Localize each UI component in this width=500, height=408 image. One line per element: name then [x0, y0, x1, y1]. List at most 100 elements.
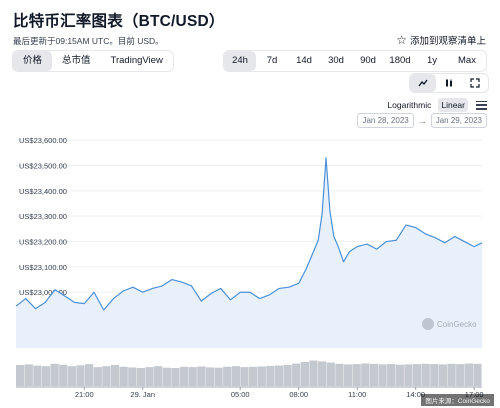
x-tick-label: 08:00 — [289, 390, 308, 399]
volume-bar — [136, 368, 146, 386]
y-tick-label: US$23,300.00 — [19, 212, 67, 221]
coingecko-watermark: CoinGecko — [422, 318, 477, 330]
volume-bar — [41, 366, 51, 386]
range-14d[interactable]: 14d — [296, 55, 312, 66]
volume-bar — [24, 364, 33, 386]
volume-bar — [352, 364, 361, 386]
last-updated-text: 最后更新于09:15AM UTC。目前 USD。 — [13, 36, 164, 46]
x-tick-label: 05:00 — [231, 390, 250, 399]
volume-bar — [343, 364, 353, 386]
range-90d[interactable]: 90d — [360, 55, 376, 66]
expand-icon — [470, 78, 480, 88]
range-7d[interactable]: 7d — [266, 55, 278, 66]
volume-bar — [179, 366, 189, 386]
date-from-input[interactable]: Jan 28, 2023 — [357, 113, 414, 128]
price-area-fill — [16, 157, 482, 348]
range-30d[interactable]: 30d — [328, 55, 344, 66]
range-max[interactable]: Max — [458, 55, 476, 66]
y-tick-label: US$23,100.00 — [19, 263, 67, 272]
volume-bar — [50, 363, 59, 386]
y-tick-label: US$23,500.00 — [19, 161, 67, 170]
volume-bar — [412, 364, 422, 386]
y-tick-label: US$23,600.00 — [19, 136, 67, 145]
volume-bar — [119, 366, 128, 386]
volume-bar — [430, 364, 439, 386]
range-24h[interactable]: 24h — [224, 51, 256, 71]
volume-bar — [33, 365, 42, 386]
scale-toggle: Logarithmic Linear — [384, 98, 487, 112]
volume-bar — [67, 366, 77, 386]
y-tick-label: US$23,000.00 — [19, 288, 67, 297]
volume-bar — [438, 364, 448, 386]
volume-bar — [456, 364, 465, 386]
price-chart-svg: US$23,600.00 US$23,500.00 US$23,400.00 US$2… — [15, 136, 484, 399]
x-tick-label: 29. Jan — [130, 390, 155, 399]
candlestick-button[interactable] — [436, 74, 462, 92]
x-tick-label: 21:00 — [75, 390, 94, 399]
star-icon: ☆ — [396, 33, 407, 47]
tab-market-cap[interactable]: 总市值 — [62, 55, 91, 66]
range-1y[interactable]: 1y — [426, 55, 438, 66]
volume-bar — [266, 365, 275, 386]
chart-type-selector — [409, 73, 489, 93]
volume-bar — [145, 367, 154, 386]
volume-bar — [205, 367, 215, 386]
volume-bar — [154, 366, 163, 386]
volume-bar — [197, 366, 206, 386]
volume-bar — [257, 366, 266, 386]
price-chart[interactable]: US$23,600.00 US$23,500.00 US$23,400.00 US$2… — [0, 130, 500, 408]
image-attribution: 图片来源：CoinGecko — [421, 394, 494, 406]
scale-logarithmic[interactable]: Logarithmic — [387, 100, 432, 110]
volume-bar — [335, 363, 344, 386]
add-to-watchlist-link[interactable]: ☆ 添加到观察清单上 — [396, 33, 486, 47]
arrow-right-icon: → — [417, 115, 427, 126]
line-chart-button[interactable] — [410, 74, 436, 92]
volume-bar — [231, 366, 240, 386]
tab-tradingview[interactable]: TradingView — [110, 55, 163, 66]
hamburger-menu-icon[interactable] — [476, 100, 487, 110]
volume-bar — [300, 362, 310, 386]
volume-bar — [361, 363, 370, 386]
volume-bar — [326, 362, 335, 386]
scale-linear[interactable]: Linear — [438, 98, 468, 112]
gecko-logo-icon — [422, 318, 434, 330]
volume-bar — [59, 364, 68, 386]
volume-bar — [162, 367, 171, 386]
volume-bar — [309, 360, 318, 386]
volume-bar — [274, 365, 284, 386]
tab-price[interactable]: 价格 — [13, 51, 53, 71]
volume-bar — [76, 365, 85, 386]
volume-bar — [249, 366, 258, 386]
volume-bar — [387, 364, 396, 386]
watermark-text: CoinGecko — [437, 320, 477, 329]
volume-bar — [292, 363, 301, 386]
watchlist-label: 添加到观察清单上 — [409, 36, 486, 47]
volume-bar — [464, 363, 473, 386]
volume-bar — [283, 365, 292, 386]
volume-bar — [378, 364, 387, 386]
date-to-input[interactable]: Jan 29, 2023 — [430, 113, 487, 128]
volume-bar — [240, 367, 249, 386]
volume-bar — [188, 367, 197, 386]
chart-mode-tabs: 价格 总市值 TradingView — [12, 50, 174, 72]
y-tick-label: US$23,200.00 — [19, 238, 67, 247]
volume-bar — [85, 364, 94, 386]
y-tick-label: US$23,400.00 — [19, 187, 67, 196]
volume-bar — [369, 363, 379, 386]
line-chart-icon — [418, 79, 428, 87]
volume-bar — [171, 368, 180, 386]
page-title: 比特币汇率图表（BTC/USD） — [13, 13, 225, 30]
volume-bar — [404, 364, 413, 386]
volume-bar — [128, 367, 137, 386]
range-180d[interactable]: 180d — [389, 55, 411, 66]
candlestick-icon — [446, 79, 452, 87]
volume-bar — [395, 364, 404, 386]
volume-bar — [421, 363, 430, 386]
volume-bar — [223, 366, 232, 386]
volume-bar — [93, 367, 102, 386]
fullscreen-button[interactable] — [462, 74, 488, 92]
volume-bar — [447, 363, 456, 386]
x-tick-label: 11:00 — [348, 390, 366, 399]
volume-bar — [102, 366, 111, 386]
time-range-selector: 24h 7d 14d 30d 90d 180d 1y Max — [223, 50, 487, 72]
